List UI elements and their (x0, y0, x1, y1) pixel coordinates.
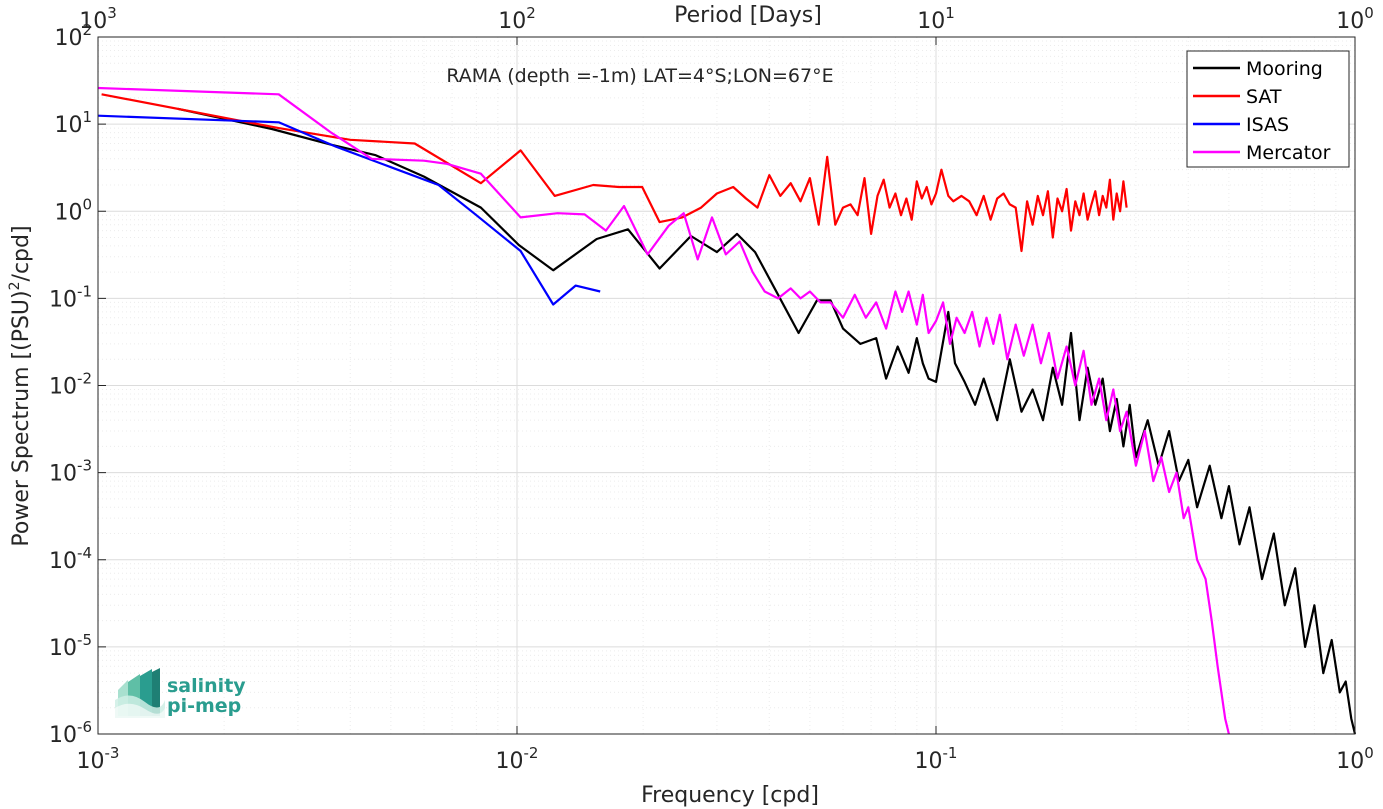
y-tick-label: 10-3 (49, 457, 92, 487)
y-tick-label: 10-5 (49, 631, 92, 661)
top-tick-label: 100 (1336, 4, 1374, 34)
grid (97, 37, 1355, 735)
wave-logo-icon (115, 668, 165, 720)
y-tick-label: 100 (54, 195, 92, 225)
top-tick-label: 102 (498, 4, 536, 34)
legend-label-isas: ISAS (1246, 114, 1289, 136)
series-line-mercator (97, 86, 1230, 735)
series-layer (97, 86, 1357, 735)
y-tick-label: 10-6 (49, 718, 92, 748)
top-tick-label: 101 (917, 4, 955, 34)
logo-text-pimep: pi-mep (167, 695, 241, 717)
series-line-mooring (177, 107, 1357, 735)
series-line-isas (97, 114, 601, 306)
x-tick-label: 10-1 (915, 744, 958, 774)
legend-label-mercator: Mercator (1246, 142, 1331, 164)
series-line-sat (101, 93, 1128, 253)
y-axis-label: Power Spectrum [(PSU)2/cpd] (7, 225, 34, 546)
legend: Mooring SAT ISAS Mercator (1186, 50, 1350, 168)
x-tick-label: 10-3 (77, 744, 120, 774)
legend-label-sat: SAT (1246, 86, 1282, 108)
y-tick-label: 10-4 (49, 544, 92, 574)
y-tick-label: 102 (54, 21, 92, 51)
legend-label-mooring: Mooring (1246, 58, 1323, 80)
logo-text-salinity: salinity (167, 675, 246, 697)
x-tick-label: 100 (1336, 744, 1374, 774)
x-axis-label: Frequency [cpd] (641, 783, 819, 808)
y-tick-label: 10-1 (49, 282, 92, 312)
y-tick-label: 101 (54, 108, 92, 138)
y-tick-label: 10-2 (49, 370, 92, 400)
x-tick-label: 10-2 (496, 744, 539, 774)
top-tick-label: 103 (79, 4, 117, 34)
legend-box (1186, 50, 1350, 168)
chart-title: RAMA (depth =-1m) LAT=4°S;LON=67°E (446, 65, 833, 87)
salinity-pimep-logo: salinity pi-mep (115, 668, 246, 720)
top-axis-label: Period [Days] (674, 3, 822, 28)
